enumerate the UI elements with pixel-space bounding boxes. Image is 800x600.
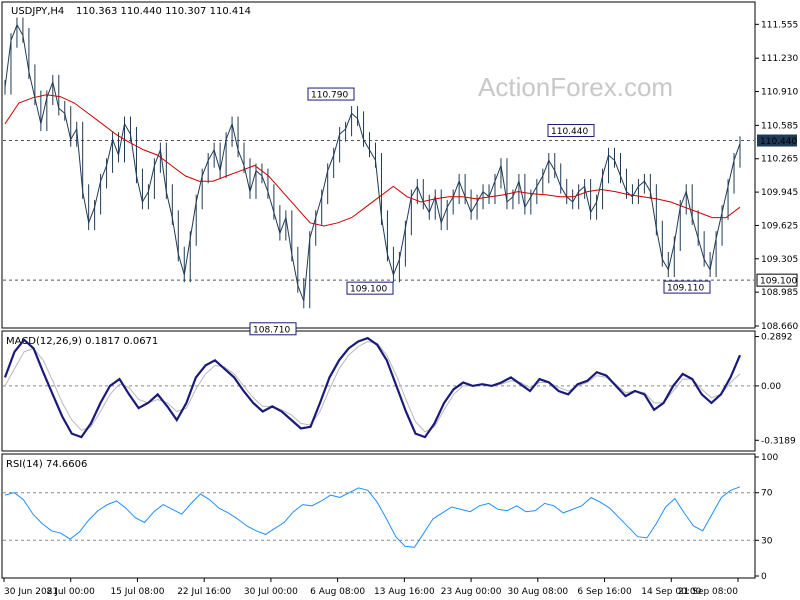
x-tick-label: 30 Aug 08:00 [507, 587, 568, 597]
price-y-tick: 111.230 [761, 54, 798, 64]
price-y-tick: 108.660 [761, 322, 798, 332]
price-y-tick: 109.945 [761, 188, 798, 198]
x-tick-label: 22 Jul 16:00 [177, 587, 231, 597]
level-axis-label: 109.100 [760, 277, 797, 287]
x-tick-label: 14 Sep 00:00 [641, 587, 701, 597]
x-tick-label: 6 Sep 16:00 [577, 587, 632, 597]
x-tick-label: 15 Jul 08:00 [110, 587, 164, 597]
rsi-y-tick: 100 [761, 453, 778, 463]
price-annotation-box [547, 124, 595, 138]
price-annotation-label: 110.440 [551, 127, 588, 137]
macd-y-tick: 0.00 [761, 382, 781, 392]
x-tick-label: 6 Aug 08:00 [310, 587, 365, 597]
price-y-tick: 110.910 [761, 88, 798, 98]
ohlc-readout: 110.363 110.440 110.307 110.414 [76, 6, 251, 17]
price-annotation-label: 110.790 [311, 91, 348, 101]
x-tick-label: 23 Aug 00:00 [441, 587, 502, 597]
macd-y-tick: 0.2892 [761, 333, 793, 343]
price-line [4, 23, 741, 302]
macd-y-tick: -0.3189 [761, 436, 796, 446]
rsi-y-tick: 0 [761, 572, 767, 582]
price-annotation-box [307, 87, 355, 101]
price-y-tick: 111.555 [761, 20, 798, 30]
price-annotation-label: 108.710 [253, 325, 290, 335]
rsi-y-tick: 30 [761, 536, 773, 546]
current-price-label: 110.440 [760, 137, 797, 147]
price-annotation-box [249, 322, 297, 336]
rsi-title: RSI(14) 74.6606 [6, 459, 87, 470]
price-y-tick: 109.305 [761, 255, 798, 265]
price-annotation-box [346, 281, 394, 295]
rsi-y-tick: 70 [761, 489, 773, 499]
macd-title: MACD(12,26,9) 0.1817 0.0671 [6, 336, 158, 347]
current-price-box [757, 134, 797, 147]
price-y-tick: 110.265 [761, 155, 798, 165]
level-axis-box [756, 273, 798, 287]
x-tick-label: 8 Jul 00:00 [47, 587, 96, 597]
moving-average-line [4, 94, 741, 227]
macd-line [3, 336, 742, 439]
watermark: ActionForex.com [478, 72, 673, 102]
price-y-tick: 109.625 [761, 221, 798, 231]
macd-panel[interactable] [1, 330, 756, 452]
symbol-label: USDJPY,H4 [11, 6, 64, 17]
x-tick-label: 21 Sep 08:00 [678, 587, 738, 597]
price-annotation-label: 109.110 [667, 284, 704, 294]
price-y-tick: 110.585 [761, 121, 798, 131]
price-annotation-label: 109.100 [350, 285, 387, 295]
x-tick-label: 30 Jun 2021 [4, 587, 58, 597]
price-annotation-box [663, 280, 711, 294]
price-y-tick: 108.985 [761, 288, 798, 298]
x-tick-label: 30 Jul 00:00 [244, 587, 298, 597]
x-tick-label: 13 Aug 16:00 [374, 587, 435, 597]
rsi-panel[interactable] [1, 453, 756, 579]
rsi-line [4, 486, 741, 548]
price-panel[interactable] [1, 1, 756, 329]
